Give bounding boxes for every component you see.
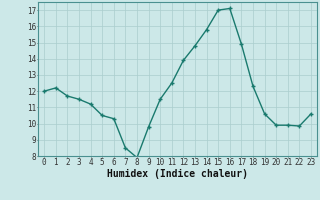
X-axis label: Humidex (Indice chaleur): Humidex (Indice chaleur) <box>107 168 248 179</box>
